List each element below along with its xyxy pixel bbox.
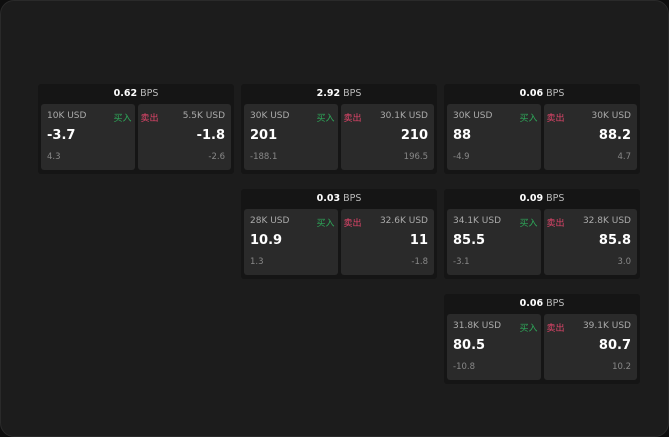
bid-size: 10K USD — [47, 111, 87, 121]
bid-size: 31.8K USD — [453, 321, 502, 331]
sell-label: 卖出 — [343, 114, 362, 124]
spread-header: 0.62 BPS — [38, 84, 234, 104]
bid-change: -188.1 — [250, 152, 278, 162]
bid-price: 80.5 — [453, 338, 486, 353]
ask-size: 30.1K USD — [379, 111, 428, 121]
spread-unit: BPS — [546, 298, 565, 309]
buy-panel[interactable]: 30K USD 买入 201 -188.1 — [244, 104, 338, 170]
spread-value: 0.03 — [316, 193, 341, 204]
spread-unit: BPS — [343, 88, 362, 99]
bid-change: 4.3 — [47, 152, 61, 162]
bid-size: 34.1K USD — [453, 216, 502, 226]
quote-card: 2.92 BPS 30K USD 买入 201 -188.1 卖出 30.1K U… — [241, 84, 437, 174]
buy-panel[interactable]: 10K USD 买入 -3.7 4.3 — [41, 104, 135, 170]
ask-price: 80.7 — [598, 338, 631, 353]
sell-panel[interactable]: 卖出 39.1K USD 80.7 10.2 — [543, 314, 637, 380]
bid-change: 1.3 — [250, 257, 264, 267]
quote-card: 0.06 BPS 31.8K USD 买入 80.5 -10.8 卖出 39.1K… — [444, 294, 640, 384]
bid-price: 201 — [250, 128, 278, 143]
ask-change: 196.5 — [403, 152, 428, 162]
buy-label: 买入 — [519, 219, 538, 229]
ask-price: -1.8 — [196, 128, 225, 143]
bid-price: 10.9 — [250, 233, 283, 248]
spread-header: 0.06 BPS — [444, 84, 640, 104]
ask-size: 5.5K USD — [182, 111, 225, 121]
sell-panel[interactable]: 卖出 32.8K USD 85.8 3.0 — [543, 209, 637, 275]
ask-change: -1.8 — [411, 257, 428, 267]
quote-card: 0.03 BPS 28K USD 买入 10.9 1.3 卖出 32.6K USD… — [241, 189, 437, 279]
bid-price: 88 — [453, 128, 472, 143]
spread-unit: BPS — [343, 193, 362, 204]
sell-label: 卖出 — [140, 114, 159, 124]
quote-card: 0.62 BPS 10K USD 买入 -3.7 4.3 卖出 5.5K USD … — [38, 84, 234, 174]
quote-card: 0.09 BPS 34.1K USD 买入 85.5 -3.1 卖出 32.8K … — [444, 189, 640, 279]
buy-label: 买入 — [316, 114, 335, 124]
spread-unit: BPS — [546, 88, 565, 99]
bid-change: -10.8 — [453, 362, 475, 372]
sell-panel[interactable]: 卖出 32.6K USD 11 -1.8 — [340, 209, 434, 275]
spread-header: 0.09 BPS — [444, 189, 640, 209]
bid-price: -3.7 — [47, 128, 76, 143]
spread-value: 0.09 — [519, 193, 544, 204]
spread-value: 2.92 — [316, 88, 341, 99]
ask-price: 11 — [409, 233, 428, 248]
sell-panel[interactable]: 卖出 30.1K USD 210 196.5 — [340, 104, 434, 170]
buy-label: 买入 — [519, 324, 538, 334]
bid-change: -4.9 — [453, 152, 470, 162]
ask-price: 210 — [400, 128, 428, 143]
bid-size: 28K USD — [250, 216, 290, 226]
sell-label: 卖出 — [546, 219, 565, 229]
bid-change: -3.1 — [453, 257, 470, 267]
buy-label: 买入 — [519, 114, 538, 124]
buy-panel[interactable]: 34.1K USD 买入 85.5 -3.1 — [447, 209, 541, 275]
bid-size: 30K USD — [453, 111, 493, 121]
ask-change: 10.2 — [612, 362, 631, 372]
spread-value: 0.62 — [113, 88, 138, 99]
ask-size: 30K USD — [591, 111, 631, 121]
buy-panel[interactable]: 30K USD 买入 88 -4.9 — [447, 104, 541, 170]
spread-unit: BPS — [140, 88, 159, 99]
sell-panel[interactable]: 卖出 5.5K USD -1.8 -2.6 — [137, 104, 231, 170]
spread-header: 2.92 BPS — [241, 84, 437, 104]
spread-value: 0.06 — [519, 298, 544, 309]
quote-card: 0.06 BPS 30K USD 买入 88 -4.9 卖出 30K USD 88… — [444, 84, 640, 174]
ask-change: -2.6 — [208, 152, 225, 162]
ask-size: 32.6K USD — [379, 216, 428, 226]
buy-panel[interactable]: 31.8K USD 买入 80.5 -10.8 — [447, 314, 541, 380]
sell-panel[interactable]: 卖出 30K USD 88.2 4.7 — [543, 104, 637, 170]
spread-unit: BPS — [546, 193, 565, 204]
ask-change: 4.7 — [617, 152, 631, 162]
sell-label: 卖出 — [546, 324, 565, 334]
sell-label: 卖出 — [546, 114, 565, 124]
bid-size: 30K USD — [250, 111, 290, 121]
ask-change: 3.0 — [617, 257, 631, 267]
sell-label: 卖出 — [343, 219, 362, 229]
spread-header: 0.06 BPS — [444, 294, 640, 314]
buy-panel[interactable]: 28K USD 买入 10.9 1.3 — [244, 209, 338, 275]
buy-label: 买入 — [316, 219, 335, 229]
spread-header: 0.03 BPS — [241, 189, 437, 209]
ask-price: 85.8 — [598, 233, 631, 248]
ask-size: 32.8K USD — [582, 216, 631, 226]
spread-value: 0.06 — [519, 88, 544, 99]
ask-size: 39.1K USD — [582, 321, 631, 331]
bid-price: 85.5 — [453, 233, 486, 248]
ask-price: 88.2 — [598, 128, 631, 143]
buy-label: 买入 — [113, 114, 132, 124]
